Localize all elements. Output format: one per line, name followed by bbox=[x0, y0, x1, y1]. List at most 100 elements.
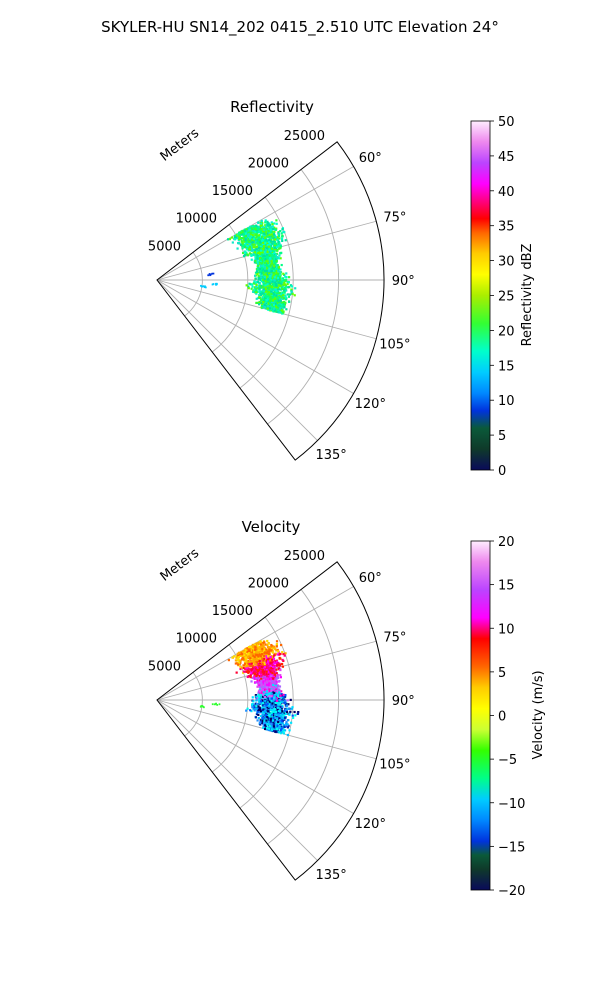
data-point bbox=[251, 232, 254, 235]
data-point bbox=[266, 305, 269, 308]
data-point bbox=[264, 712, 267, 715]
data-point bbox=[258, 282, 261, 285]
data-point bbox=[267, 276, 271, 279]
data-point bbox=[247, 287, 250, 290]
data-point bbox=[278, 306, 281, 309]
data-point bbox=[274, 681, 277, 684]
data-point bbox=[276, 684, 280, 687]
data-point bbox=[276, 236, 279, 239]
data-point bbox=[253, 242, 256, 245]
data-point bbox=[271, 651, 275, 654]
data-point bbox=[267, 658, 270, 661]
data-point bbox=[259, 648, 262, 651]
data-point bbox=[278, 716, 281, 719]
data-point bbox=[274, 258, 277, 261]
data-point bbox=[254, 257, 257, 260]
data-point bbox=[212, 283, 215, 285]
data-point bbox=[242, 236, 245, 240]
data-point bbox=[279, 694, 282, 697]
data-point bbox=[281, 287, 284, 291]
data-point bbox=[267, 228, 270, 231]
data-point bbox=[282, 297, 285, 300]
data-point bbox=[274, 302, 277, 305]
data-point bbox=[279, 271, 282, 274]
data-point bbox=[274, 684, 278, 687]
data-point bbox=[279, 676, 283, 679]
data-point bbox=[281, 716, 284, 720]
data-point bbox=[278, 688, 281, 691]
data-point bbox=[259, 710, 263, 713]
data-point bbox=[278, 691, 281, 694]
data-point bbox=[248, 248, 251, 251]
data-point bbox=[250, 661, 253, 664]
data-point bbox=[252, 703, 255, 706]
data-point bbox=[269, 295, 272, 298]
data-point bbox=[268, 300, 271, 304]
data-point bbox=[246, 647, 249, 650]
data-point bbox=[264, 289, 267, 292]
data-point bbox=[258, 255, 261, 258]
data-point bbox=[252, 660, 256, 664]
data-point bbox=[255, 242, 258, 245]
data-point bbox=[289, 710, 292, 713]
data-point bbox=[267, 230, 270, 233]
data-point bbox=[265, 251, 268, 254]
data-point bbox=[282, 652, 285, 656]
data-point bbox=[273, 234, 277, 237]
data-point bbox=[240, 237, 243, 240]
data-point bbox=[269, 297, 272, 301]
data-point bbox=[256, 257, 259, 260]
data-point bbox=[271, 304, 274, 307]
data-point bbox=[283, 289, 286, 292]
data-point bbox=[267, 656, 270, 659]
data-point bbox=[256, 261, 259, 264]
data-point bbox=[277, 667, 281, 670]
data-point bbox=[266, 278, 270, 282]
data-point bbox=[241, 242, 244, 245]
data-point bbox=[260, 301, 263, 304]
data-point bbox=[253, 225, 256, 228]
data-point bbox=[259, 693, 263, 696]
data-point bbox=[292, 716, 295, 719]
data-point bbox=[282, 304, 285, 307]
data-point bbox=[261, 721, 264, 724]
data-point bbox=[260, 662, 263, 666]
data-point bbox=[277, 281, 280, 284]
data-point bbox=[242, 653, 245, 657]
data-point bbox=[269, 691, 272, 694]
data-point bbox=[259, 686, 262, 689]
data-point bbox=[266, 281, 269, 285]
data-point bbox=[243, 246, 246, 249]
data-point bbox=[279, 245, 283, 248]
data-point bbox=[268, 307, 272, 310]
data-point bbox=[283, 273, 286, 276]
data-point bbox=[273, 252, 276, 256]
data-point bbox=[234, 659, 238, 662]
data-point bbox=[261, 267, 264, 270]
data-point bbox=[258, 706, 261, 709]
data-point bbox=[284, 287, 287, 290]
data-point bbox=[268, 282, 271, 285]
data-point bbox=[284, 694, 287, 697]
data-point bbox=[276, 653, 279, 656]
data-point bbox=[244, 246, 248, 249]
data-point bbox=[281, 228, 284, 231]
data-point bbox=[280, 697, 283, 700]
data-point bbox=[278, 293, 281, 296]
data-point bbox=[265, 295, 268, 299]
data-point bbox=[257, 717, 260, 720]
data-point bbox=[279, 706, 282, 710]
data-point bbox=[273, 251, 276, 254]
data-point bbox=[278, 254, 281, 257]
data-point bbox=[268, 675, 271, 678]
data-point bbox=[264, 241, 267, 245]
data-point bbox=[274, 692, 278, 695]
data-point bbox=[273, 238, 277, 241]
chart-title: Reflectivity bbox=[230, 98, 314, 116]
data-point bbox=[250, 709, 253, 713]
data-point bbox=[270, 259, 273, 262]
data-point bbox=[278, 242, 281, 245]
sector-outline bbox=[156, 141, 385, 461]
data-point bbox=[215, 282, 217, 285]
data-point bbox=[278, 311, 281, 314]
